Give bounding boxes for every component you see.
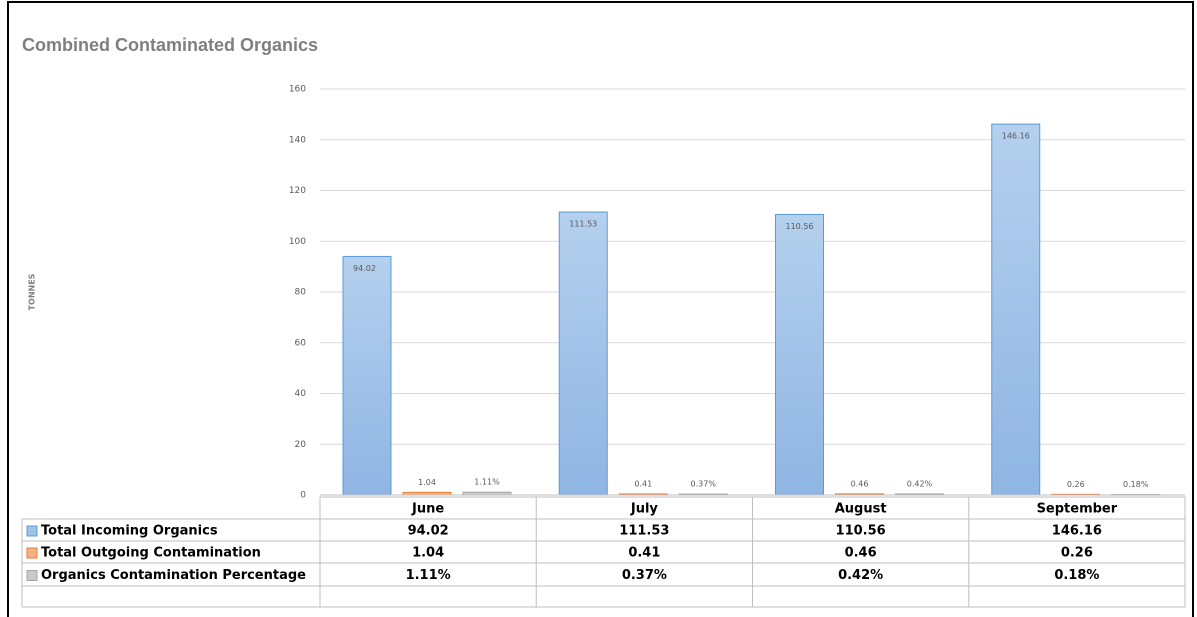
data-label: 0.46 <box>851 479 869 488</box>
table-cell: 0.37% <box>622 568 667 583</box>
data-label: 1.04 <box>418 478 436 487</box>
table-header: June <box>411 502 444 517</box>
table-header: August <box>835 502 887 517</box>
data-label: 1.11% <box>474 478 500 487</box>
table-header: September <box>1037 502 1118 517</box>
legend-label: Total Outgoing Contamination <box>41 546 261 561</box>
data-label: 0.18% <box>1123 480 1149 489</box>
bar <box>775 213 824 496</box>
data-label: 111.53 <box>569 219 597 228</box>
y-axis-label: TONNES <box>28 273 37 310</box>
chart-title: Combined Contaminated Organics <box>22 35 318 55</box>
table-cell: 0.41 <box>628 546 660 561</box>
data-label: 110.56 <box>786 222 814 231</box>
legend-swatch <box>26 525 38 537</box>
legend-swatch <box>26 547 38 559</box>
table-cell: 1.04 <box>412 546 444 561</box>
bar <box>991 123 1041 496</box>
data-label: 146.16 <box>1002 132 1030 141</box>
legend-label: Organics Contamination Percentage <box>41 568 306 583</box>
legend-label: Total Incoming Organics <box>41 524 218 539</box>
bar <box>342 255 392 496</box>
table-cell: 146.16 <box>1052 524 1102 539</box>
data-label: 0.26 <box>1067 480 1085 489</box>
table-cell: 0.18% <box>1054 568 1099 583</box>
y-tick-label: 80 <box>295 288 307 298</box>
y-tick-label: 60 <box>295 338 307 348</box>
data-label: 0.37% <box>691 480 717 489</box>
legend-swatch <box>26 570 38 581</box>
table-cell: 0.42% <box>838 568 883 583</box>
y-tick-label: 20 <box>295 440 307 450</box>
table-header: July <box>630 502 659 517</box>
table-cell: 110.56 <box>836 524 886 539</box>
data-label: 0.41 <box>634 479 652 488</box>
table-cell: 111.53 <box>619 524 669 539</box>
table-cell: 0.26 <box>1061 546 1093 561</box>
data-label: 94.02 <box>353 264 376 273</box>
y-tick-label: 120 <box>289 186 306 196</box>
table-cell: 0.46 <box>845 546 877 561</box>
y-tick-label: 160 <box>289 85 306 95</box>
y-tick-label: 100 <box>289 237 306 247</box>
y-tick-label: 40 <box>295 389 307 399</box>
y-tick-label: 140 <box>289 135 306 145</box>
table-cell: 1.11% <box>406 568 451 583</box>
table-cell: 94.02 <box>408 524 449 539</box>
bar <box>558 211 608 496</box>
data-label: 0.42% <box>907 479 933 488</box>
frame <box>7 1 1194 617</box>
y-tick-label: 0 <box>300 491 306 501</box>
